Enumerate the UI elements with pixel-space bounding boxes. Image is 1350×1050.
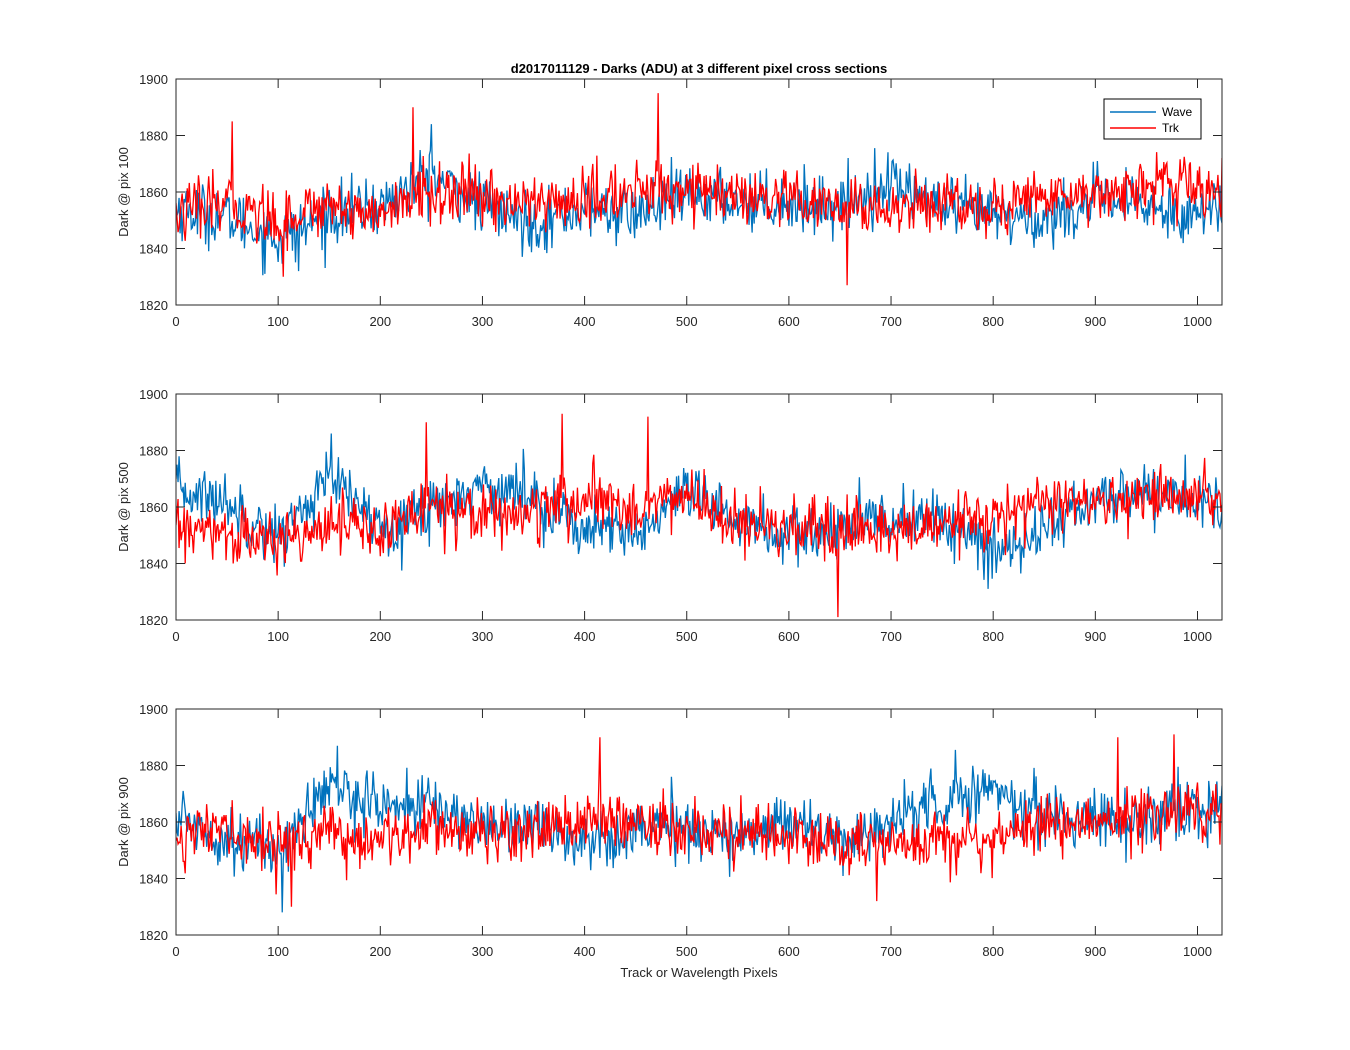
x-tick-label: 500 <box>676 629 698 644</box>
y-tick-label: 1880 <box>139 444 168 459</box>
x-tick-label: 700 <box>880 944 902 959</box>
legend: Wave Trk <box>1103 98 1202 140</box>
series-line-trk-2 <box>176 413 1222 618</box>
series-line-trk-1 <box>176 93 1222 286</box>
y-tick-label: 1880 <box>139 759 168 774</box>
y-tick-label: 1860 <box>139 815 168 830</box>
x-tick-label: 800 <box>982 314 1004 329</box>
x-tick-label: 400 <box>574 944 596 959</box>
series-line-wave-2 <box>176 433 1222 589</box>
subplots: 0 100 200 300 400 500 600 700 800 900 100018201840… <box>116 72 1223 959</box>
subplot-1: 0 100 200 300 400 500 600 700 800 900 1000 1820 1840… <box>116 72 1223 329</box>
subplot-2: 0 100 200 300 400 500 600 700 800 900 1000 1820 1840… <box>116 387 1223 644</box>
y-tick-label: 1820 <box>139 613 168 628</box>
x-tick-label: 200 <box>369 629 391 644</box>
y-tick-label: 1860 <box>139 185 168 200</box>
y-tick-label: 1860 <box>139 500 168 515</box>
x-tick-label: 400 <box>574 314 596 329</box>
x-tick-label: 900 <box>1084 944 1106 959</box>
series-line-trk-3 <box>176 734 1222 907</box>
x-tick-label: 1000 <box>1183 314 1212 329</box>
x-tick-label: 1000 <box>1183 629 1212 644</box>
x-tick-label: 0 <box>172 944 179 959</box>
x-tick-label: 200 <box>369 944 391 959</box>
x-tick-label: 0 <box>172 629 179 644</box>
x-tick-label: 900 <box>1084 314 1106 329</box>
x-tick-label: 900 <box>1084 629 1106 644</box>
x-tick-label: 200 <box>369 314 391 329</box>
y-tick-label: 1820 <box>139 298 168 313</box>
y-axis-label-1: Dark @ pix 100 <box>116 147 131 237</box>
y-tick-label: 1880 <box>139 129 168 144</box>
y-tick-label: 1900 <box>139 387 168 402</box>
y-axis-label-3: Dark @ pix 900 <box>116 777 131 867</box>
x-tick-label: 600 <box>778 314 800 329</box>
y-axis-label-2: Dark @ pix 500 <box>116 462 131 552</box>
y-tick-label: 1840 <box>139 557 168 572</box>
x-tick-label: 300 <box>472 944 494 959</box>
x-tick-label: 600 <box>778 629 800 644</box>
x-tick-label: 400 <box>574 629 596 644</box>
x-tick-label: 600 <box>778 944 800 959</box>
y-tick-label: 1820 <box>139 928 168 943</box>
x-tick-label: 500 <box>676 314 698 329</box>
y-tick-label: 1840 <box>139 872 168 887</box>
x-tick-label: 800 <box>982 944 1004 959</box>
legend-label-trk: Trk <box>1162 121 1180 135</box>
x-tick-label: 500 <box>676 944 698 959</box>
y-tick-label: 1900 <box>139 72 168 87</box>
x-tick-label: 300 <box>472 314 494 329</box>
x-tick-label: 100 <box>267 314 289 329</box>
x-tick-label: 700 <box>880 314 902 329</box>
figure-title: d2017011129 - Darks (ADU) at 3 different… <box>511 61 887 76</box>
subplot-3: 0 100 200 300 400 500 600 700 800 900 1000 1820 1840… <box>116 702 1223 959</box>
x-tick-label: 800 <box>982 629 1004 644</box>
y-tick-label: 1900 <box>139 702 168 717</box>
x-tick-label: 100 <box>267 944 289 959</box>
x-tick-label: 1000 <box>1183 944 1212 959</box>
x-tick-label: 100 <box>267 629 289 644</box>
x-tick-label: 0 <box>172 314 179 329</box>
legend-label-wave: Wave <box>1162 105 1193 119</box>
x-tick-label: 700 <box>880 629 902 644</box>
x-axis-label: Track or Wavelength Pixels <box>620 965 778 980</box>
y-tick-label: 1840 <box>139 242 168 257</box>
legend-box <box>1103 98 1202 140</box>
x-tick-label: 300 <box>472 629 494 644</box>
